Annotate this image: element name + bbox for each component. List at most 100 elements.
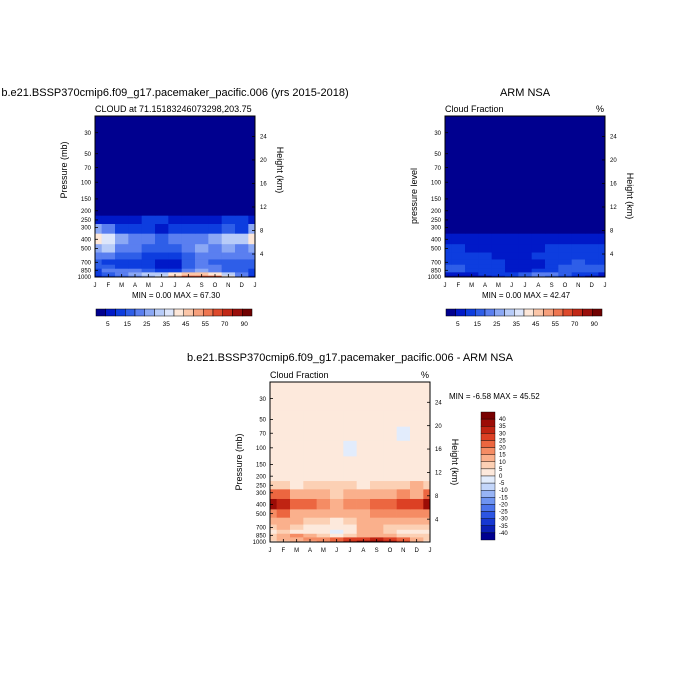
heatmap-cell [383, 537, 397, 541]
heatmap-cell [276, 533, 291, 538]
heatmap-cell [396, 480, 411, 490]
heatmap-cell [221, 204, 236, 216]
heatmap-cell [276, 456, 291, 471]
x-tick-label: J [510, 283, 513, 289]
heatmap-cell [571, 272, 586, 276]
y-tick-label: 850 [81, 269, 92, 275]
colorbar-swatch [480, 454, 496, 462]
y2-tick-label: 16 [610, 182, 617, 188]
colorbar-swatch [543, 308, 554, 317]
heatmap-cell [155, 204, 169, 216]
colorbar-swatch [465, 308, 476, 317]
x-tick-label: D [239, 283, 244, 289]
heatmap-cell [370, 410, 384, 427]
heatmap-cell [571, 189, 586, 206]
heatmap-cell [585, 243, 599, 253]
colorbar-swatch [144, 308, 155, 317]
heatmap-cell [505, 215, 519, 224]
heatmap-cell [356, 426, 371, 441]
heatmap-cell [248, 233, 256, 245]
colorbar-label: -25 [499, 510, 508, 516]
colorbar-label: 35 [513, 321, 521, 328]
x-tick-label: F [106, 283, 110, 289]
y-tick-label: 1000 [78, 275, 92, 281]
heatmap-cell [383, 529, 397, 534]
heatmap-cell [465, 259, 479, 265]
heatmap-cell [491, 272, 506, 276]
heatmap-cell [168, 252, 182, 260]
heatmap-cell [270, 456, 277, 471]
panel-obs-stats: MIN = 0.00 MAX = 42.47 [482, 291, 571, 300]
heatmap-cell [518, 264, 532, 269]
heatmap-cell [248, 243, 256, 253]
heatmap-cell [181, 204, 196, 216]
heatmap-cell [451, 268, 466, 273]
heatmap-cell [168, 215, 182, 224]
heatmap-cell [128, 264, 142, 269]
colorbar-swatch [572, 308, 583, 317]
x-tick-label: A [133, 283, 137, 289]
heatmap-cell [531, 215, 546, 224]
heatmap-cell [571, 259, 586, 265]
heatmap-cell [370, 440, 384, 457]
heatmap-cell [155, 215, 169, 224]
heatmap-cell [235, 243, 249, 253]
y-tick-label: 200 [81, 209, 92, 215]
heatmap-cell [221, 268, 236, 273]
heatmap-cell [221, 223, 236, 234]
heatmap-cell [356, 440, 371, 457]
heatmap-cell [95, 275, 102, 278]
heatmap-cell [518, 204, 532, 216]
heatmap-cell [343, 533, 357, 538]
heatmap-cell [370, 498, 384, 510]
heatmap-cell [585, 223, 599, 234]
heatmap-cell [208, 259, 222, 265]
heatmap-cell [141, 215, 156, 224]
heatmap-cell [410, 509, 424, 518]
heatmap-cell [478, 215, 492, 224]
heatmap-cell [491, 252, 506, 260]
heatmap-cell [356, 480, 371, 490]
colorbar-label: 90 [591, 321, 599, 328]
heatmap-cell [571, 252, 586, 260]
heatmap-cell [518, 243, 532, 253]
heatmap-cell [195, 259, 209, 265]
heatmap-cell [115, 268, 129, 273]
heatmap-cell [531, 223, 546, 234]
heatmap-cell [208, 189, 222, 206]
heatmap-cell [101, 259, 116, 265]
heatmap-cell [95, 252, 102, 260]
colorbar-swatch [480, 490, 496, 498]
heatmap-cell [451, 204, 466, 216]
colorbar-swatch [480, 518, 496, 526]
heatmap-cell [383, 498, 397, 510]
heatmap-cell [195, 252, 209, 260]
heatmap-cell [410, 410, 424, 427]
heatmap-cell [290, 529, 304, 534]
heatmap-cell [248, 223, 256, 234]
colorbar-label: 35 [499, 424, 506, 430]
y2-tick-label: 16 [260, 182, 267, 188]
heatmap-cell [518, 233, 532, 245]
heatmap-cell [330, 509, 344, 518]
heatmap-cell [330, 410, 344, 427]
x-tick-label: J [160, 283, 163, 289]
heatmap-cell [478, 252, 492, 260]
heatmap-cell [478, 223, 492, 234]
heatmap-cell [270, 524, 277, 530]
colorbar-label: -5 [499, 481, 505, 487]
heatmap-cell [478, 233, 492, 245]
heatmap-cell [356, 524, 371, 530]
heatmap-cell [491, 268, 506, 273]
heatmap-cell [181, 259, 196, 265]
x-tick-label: N [576, 283, 580, 289]
heatmap-cell [558, 264, 572, 269]
y2-tick-label: 24 [610, 135, 617, 141]
colorbar-label: 55 [202, 321, 210, 328]
heatmap-cell [598, 215, 606, 224]
heatmap-cell [303, 524, 317, 530]
heatmap-cell [356, 489, 371, 499]
panel-obs-subtitle: Cloud Fraction [445, 104, 504, 114]
heatmap-cell [168, 223, 182, 234]
